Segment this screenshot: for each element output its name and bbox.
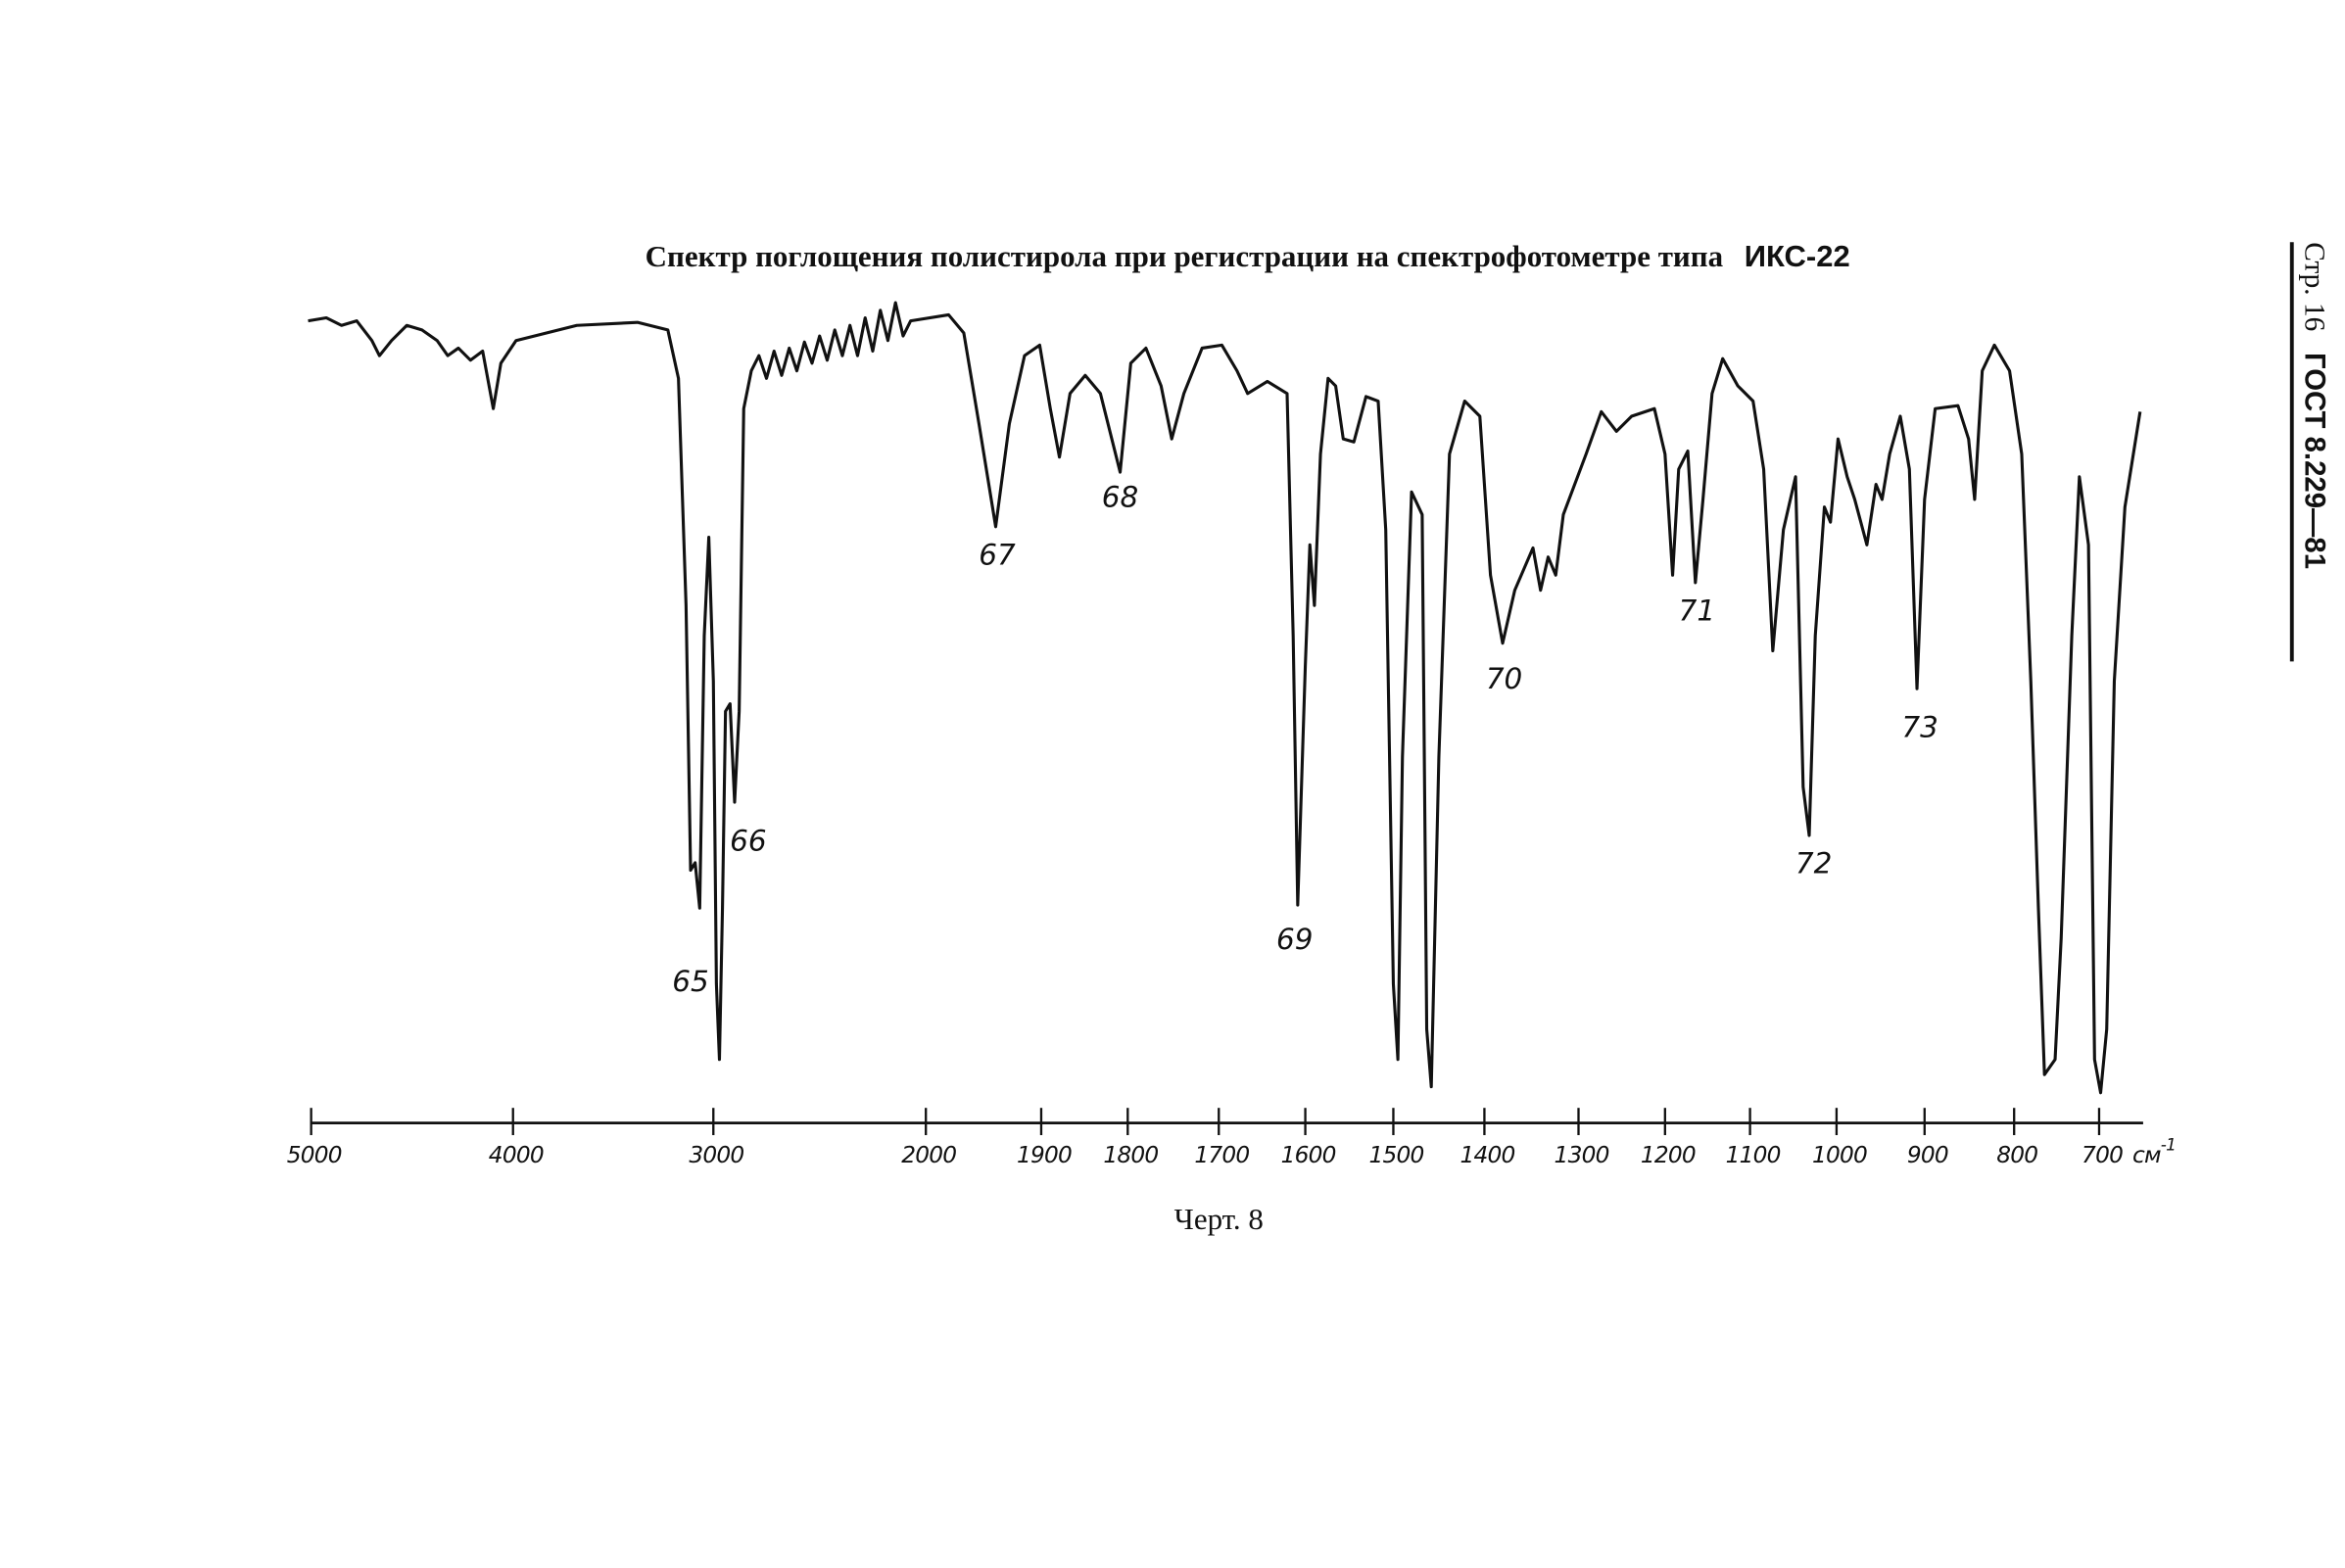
axis-tick-label: 1200 <box>1641 1142 1696 1168</box>
standard-number: ГОСТ 8.229—81 <box>2299 353 2331 569</box>
peak-label: 66 <box>730 825 766 858</box>
axis-tick-label: 900 <box>1907 1142 1948 1168</box>
axis-tick-label: 1000 <box>1812 1142 1867 1168</box>
axis-tick-label: 700 <box>2082 1142 2123 1168</box>
unit-exponent: -1 <box>2161 1135 2176 1155</box>
axis-tick-label: 1400 <box>1460 1142 1515 1168</box>
title: Спектр поглощения полистирола при регист… <box>646 239 1850 273</box>
axis-tick-label: 3000 <box>689 1142 743 1168</box>
peak-label: 67 <box>979 538 1016 571</box>
title-device: ИКС-22 <box>1745 239 1850 273</box>
axis-tick-label: 1800 <box>1103 1142 1158 1168</box>
axis-tick-label: 5000 <box>287 1142 342 1168</box>
peak-label: 70 <box>1486 662 1522 695</box>
axis-tick-label: 4000 <box>489 1142 544 1168</box>
caption: Черт. 8 <box>1174 1202 1264 1236</box>
peak-label: 72 <box>1795 847 1832 880</box>
side-header: Стр. 16 ГОСТ 8.229—81 <box>2299 242 2331 569</box>
axis-tick-label: 1300 <box>1555 1142 1609 1168</box>
axis-tick-label: 1900 <box>1017 1142 1072 1168</box>
axis-tick-label: 1700 <box>1194 1142 1249 1168</box>
axis-tick-label: 1600 <box>1281 1142 1336 1168</box>
axis-tick-label: 1500 <box>1369 1142 1424 1168</box>
peak-label: 73 <box>1901 711 1938 744</box>
axis-tick-label: 800 <box>1996 1142 2037 1168</box>
page-number: Стр. 16 <box>2299 242 2330 331</box>
peak-label: 69 <box>1276 923 1313 956</box>
title-text: Спектр поглощения полистирола при регист… <box>646 239 1723 273</box>
axis-unit: см-1 <box>2132 1135 2176 1167</box>
peak-label: 71 <box>1679 594 1715 628</box>
peak-label: 68 <box>1102 481 1138 514</box>
axis-tick-label: 1100 <box>1726 1142 1781 1168</box>
spectrum-curve <box>308 301 2142 1095</box>
peak-label: 65 <box>672 965 708 998</box>
axis-tick-label: 2000 <box>901 1142 956 1168</box>
unit-text: см <box>2132 1142 2161 1168</box>
